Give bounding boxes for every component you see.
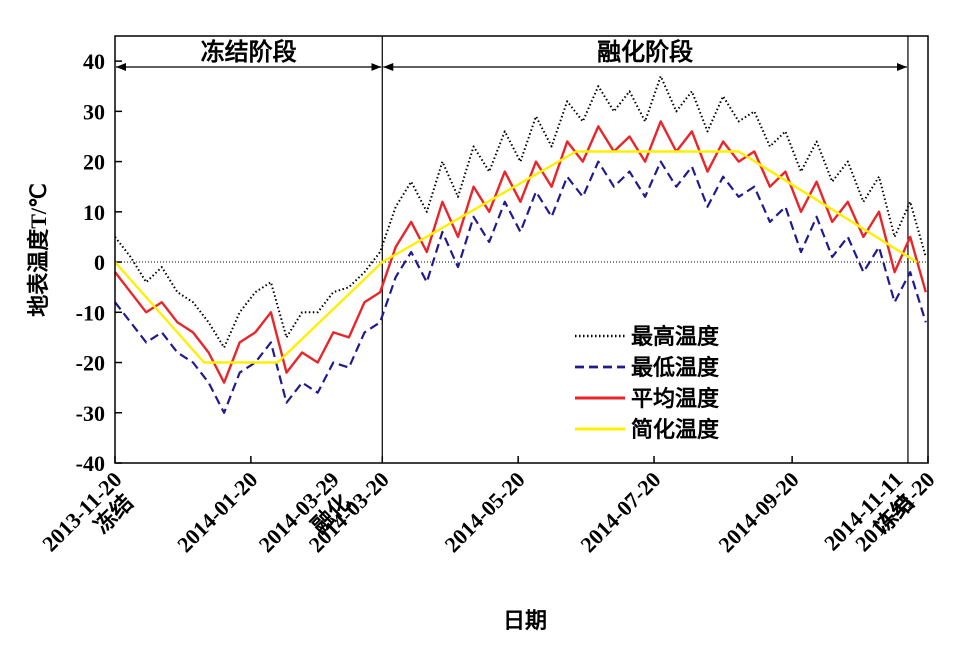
y-tick-label: -40	[76, 451, 105, 476]
x-tick-group: 2014-07-20	[575, 467, 665, 557]
legend-label: 最高温度	[631, 324, 720, 349]
phase-label: 冻结阶段	[201, 38, 297, 66]
phase-label: 融化阶段	[597, 38, 693, 66]
x-tick-label: 2014-01-20	[172, 467, 262, 557]
x-tick-label: 2014-07-20	[575, 467, 665, 557]
y-tick-label: 10	[83, 200, 105, 225]
legend-label: 最低温度	[631, 355, 720, 380]
x-tick-label: 2014-05-20	[439, 467, 529, 557]
legend-label: 简化温度	[631, 417, 720, 442]
y-tick-label: 40	[83, 49, 105, 74]
y-tick-label: 20	[83, 150, 105, 175]
y-axis-label: 地表温度T/℃	[26, 183, 51, 317]
x-tick-group: 2014-05-20	[439, 467, 529, 557]
x-tick-group: 2014-09-20	[713, 467, 803, 557]
y-tick-label: -30	[76, 401, 105, 426]
y-tick-label: -10	[76, 300, 105, 325]
plot-frame	[114, 35, 929, 464]
y-tick-label: -20	[76, 351, 105, 376]
series-line	[114, 150, 918, 364]
y-tick-label: 30	[83, 99, 105, 124]
x-tick-label: 2014-09-20	[713, 467, 803, 557]
x-axis-label: 日期	[503, 608, 547, 633]
x-tick-group: 2014-01-20	[172, 467, 262, 557]
series-line	[114, 75, 927, 349]
y-tick-label: 0	[94, 250, 105, 275]
series-line	[114, 160, 927, 414]
legend-label: 平均温度	[631, 386, 720, 411]
